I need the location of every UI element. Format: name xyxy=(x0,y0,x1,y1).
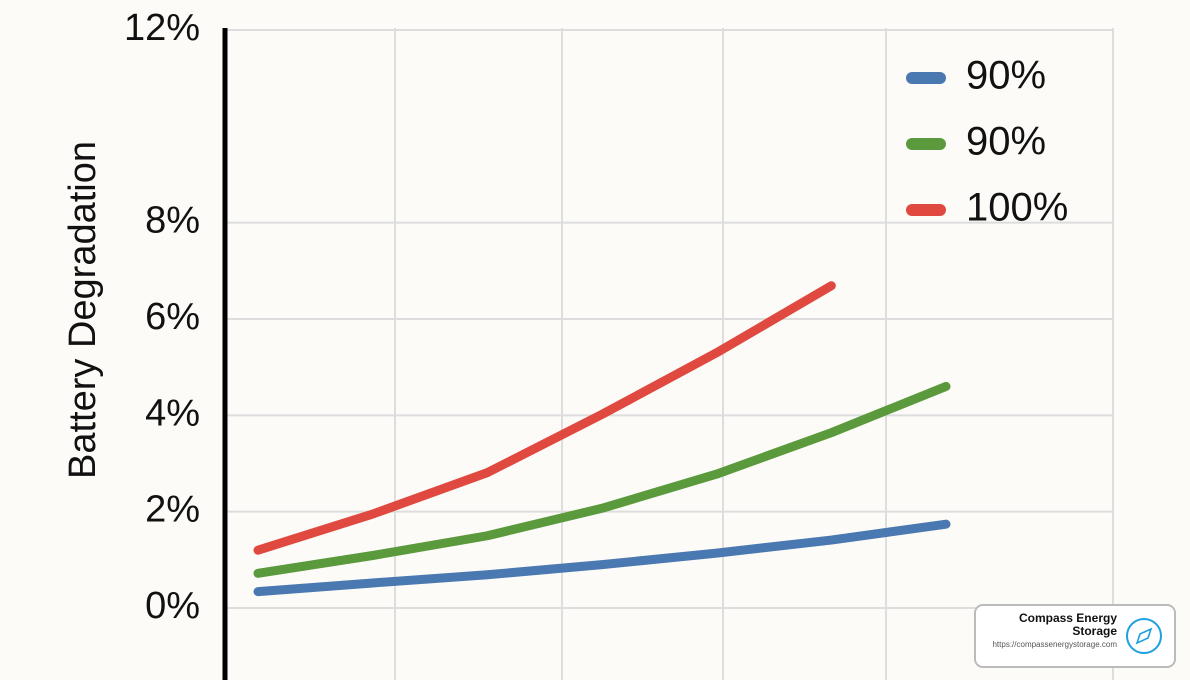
watermark: Compass Energy Storage https://compassene… xyxy=(974,604,1176,668)
series-line xyxy=(253,281,836,555)
watermark-title: Compass Energy Storage xyxy=(1019,611,1117,638)
lines xyxy=(253,281,951,597)
watermark-url: https://compassenergystorage.com xyxy=(992,640,1117,649)
y-tick-label: 8% xyxy=(145,200,200,242)
y-axis-label: Battery Degradation xyxy=(62,141,104,479)
y-tick-label: 4% xyxy=(145,392,200,434)
legend: 90% 90% 100% xyxy=(906,54,1068,230)
watermark-box xyxy=(974,604,1176,668)
y-tick-label: 0% xyxy=(145,585,200,627)
legend-label: 90% xyxy=(966,54,1046,98)
compass-icon xyxy=(1126,618,1162,654)
series-line xyxy=(253,519,951,597)
watermark-title-line: Compass Energy xyxy=(1019,611,1117,625)
series-line xyxy=(253,381,951,578)
legend-label: 90% xyxy=(966,120,1046,164)
y-tick-label: 12% xyxy=(124,7,200,49)
y-tick-label: 2% xyxy=(145,489,200,531)
legend-label: 100% xyxy=(966,186,1068,230)
compass-needle xyxy=(1135,627,1153,645)
y-tick-label: 6% xyxy=(145,296,200,338)
watermark-title-line: Storage xyxy=(1072,624,1117,638)
